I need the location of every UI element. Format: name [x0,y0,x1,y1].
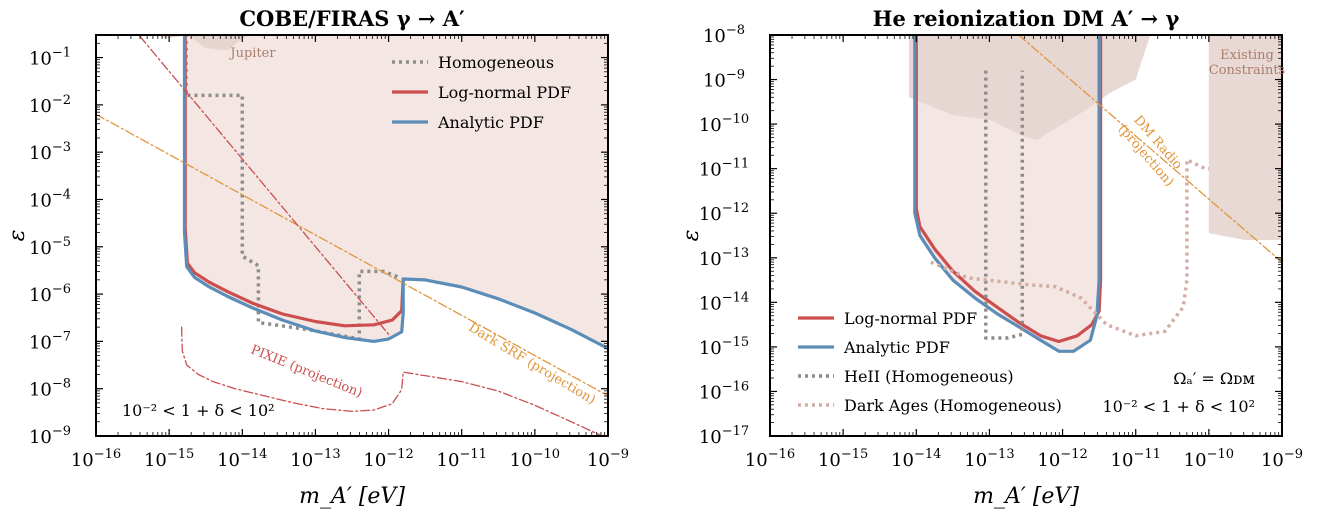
existing-constraints-region-right [1208,35,1282,240]
x-tick-label: 10−9 [587,447,629,471]
y-tick-label: 10−4 [29,187,71,211]
annotation-existing: Existing [1220,48,1274,63]
x-axis-label: m_A′ [eV] [973,484,1079,509]
legend-label: HeII (Homogeneous) [844,367,1014,386]
y-tick-label: 10−12 [699,201,749,225]
plot-area [908,35,1282,353]
annotation-constraints: Constraints [1209,63,1285,78]
y-tick-label: 10−8 [703,23,745,47]
x-tick-label: 10−10 [1184,447,1234,471]
series-line-analytic-pdf [182,35,608,351]
y-tick-label: 10−16 [699,379,749,403]
x-tick-label: 10−11 [437,447,487,471]
y-tick-label: 10−17 [699,424,749,448]
x-axis-label: m_A′ [eV] [299,484,405,509]
y-tick-label: 10−14 [699,290,749,314]
series-line-analytic-pdf [913,35,1101,353]
legend-label: Homogeneous [438,53,554,72]
legend: Homogeneous Log-normal PDF Analytic PDF [392,53,571,132]
x-tick-label: 10−14 [217,447,267,471]
annotation-pixie: PIXIE (projection) [248,343,364,401]
legend-label: Dark Ages (Homogeneous) [844,396,1062,415]
series-line-dm-radio-projection [1018,35,1282,263]
x-tick-label: 10−12 [363,447,413,471]
series-line-unlabelled-5 [139,35,390,335]
x-tick-label: 10−12 [1037,447,1087,471]
y-axis-label: ε [679,230,704,242]
y-tick-label: 10−3 [29,140,71,164]
legend-label: Analytic PDF [843,338,950,357]
y-tick-label: 10−1 [29,46,71,70]
series-line-pixie-projection [180,326,603,436]
annotation-density-range: 10⁻² < 1 + δ < 10² [1102,397,1255,416]
series-line-heii-homogeneous [984,70,1025,340]
legend: Log-normal PDF Analytic PDF HeII (Homogene… [798,309,1062,415]
jupiter-region [158,35,251,51]
plot-area [96,35,608,436]
plot-frame [95,34,609,437]
series-line-homogeneous [184,35,401,341]
legend-label: Log-normal PDF [438,83,571,102]
excluded-region [184,35,608,349]
x-tick-label: 10−16 [71,447,121,471]
series-line-dark-ages-homogeneous [930,158,1209,338]
existing-constraints-region [908,35,1151,140]
x-tick-label: 10−15 [818,447,868,471]
x-tick-label: 10−15 [144,447,194,471]
x-tick-label: 10−11 [1111,447,1161,471]
y-tick-label: 10−8 [29,377,71,401]
series-line-dark-srf-projection [96,113,608,397]
annotation-omega: Ωₐ′ = Ωᴅᴍ [1173,369,1255,388]
y-tick-label: 10−9 [703,68,745,92]
annotation-jupiter: Jupiter [228,46,276,61]
y-tick-label: 10−10 [699,112,749,136]
panel-title: COBE/FIRAS γ → A′ [239,6,465,31]
annotation-density-range: 10⁻² < 1 + δ < 10² [122,401,275,420]
x-tick-label: 10−9 [1261,447,1303,471]
y-tick-label: 10−13 [699,246,749,270]
plot-frame [769,34,1283,437]
panel-title: He reionization DM A′ → γ [873,6,1180,31]
x-tick-label: 10−16 [745,447,795,471]
x-tick-label: 10−13 [964,447,1014,471]
y-axis-label: ε [5,230,30,242]
x-tick-label: 10−10 [510,447,560,471]
panel-1: 10−16 10−15 10−14 10−13 10−12 10−11 10−10 10−9 1… [5,6,629,509]
y-tick-label: 10−6 [29,282,71,306]
x-tick-label: 10−13 [290,447,340,471]
y-tick-label: 10−7 [29,329,71,353]
y-tick-label: 10−15 [699,335,749,359]
series-line-log-normal-pdf [183,35,405,328]
y-tick-label: 10−9 [29,424,71,448]
y-tick-label: 10−11 [699,157,749,181]
y-tick-label: 10−2 [29,93,71,117]
panel-2: 10−16 10−15 10−14 10−13 10−12 10−11 10−10 10−9 1… [679,6,1303,509]
legend-label: Log-normal PDF [844,309,977,328]
y-tick-label: 10−5 [29,235,71,259]
x-tick-label: 10−14 [891,447,941,471]
legend-label: Analytic PDF [437,113,544,132]
